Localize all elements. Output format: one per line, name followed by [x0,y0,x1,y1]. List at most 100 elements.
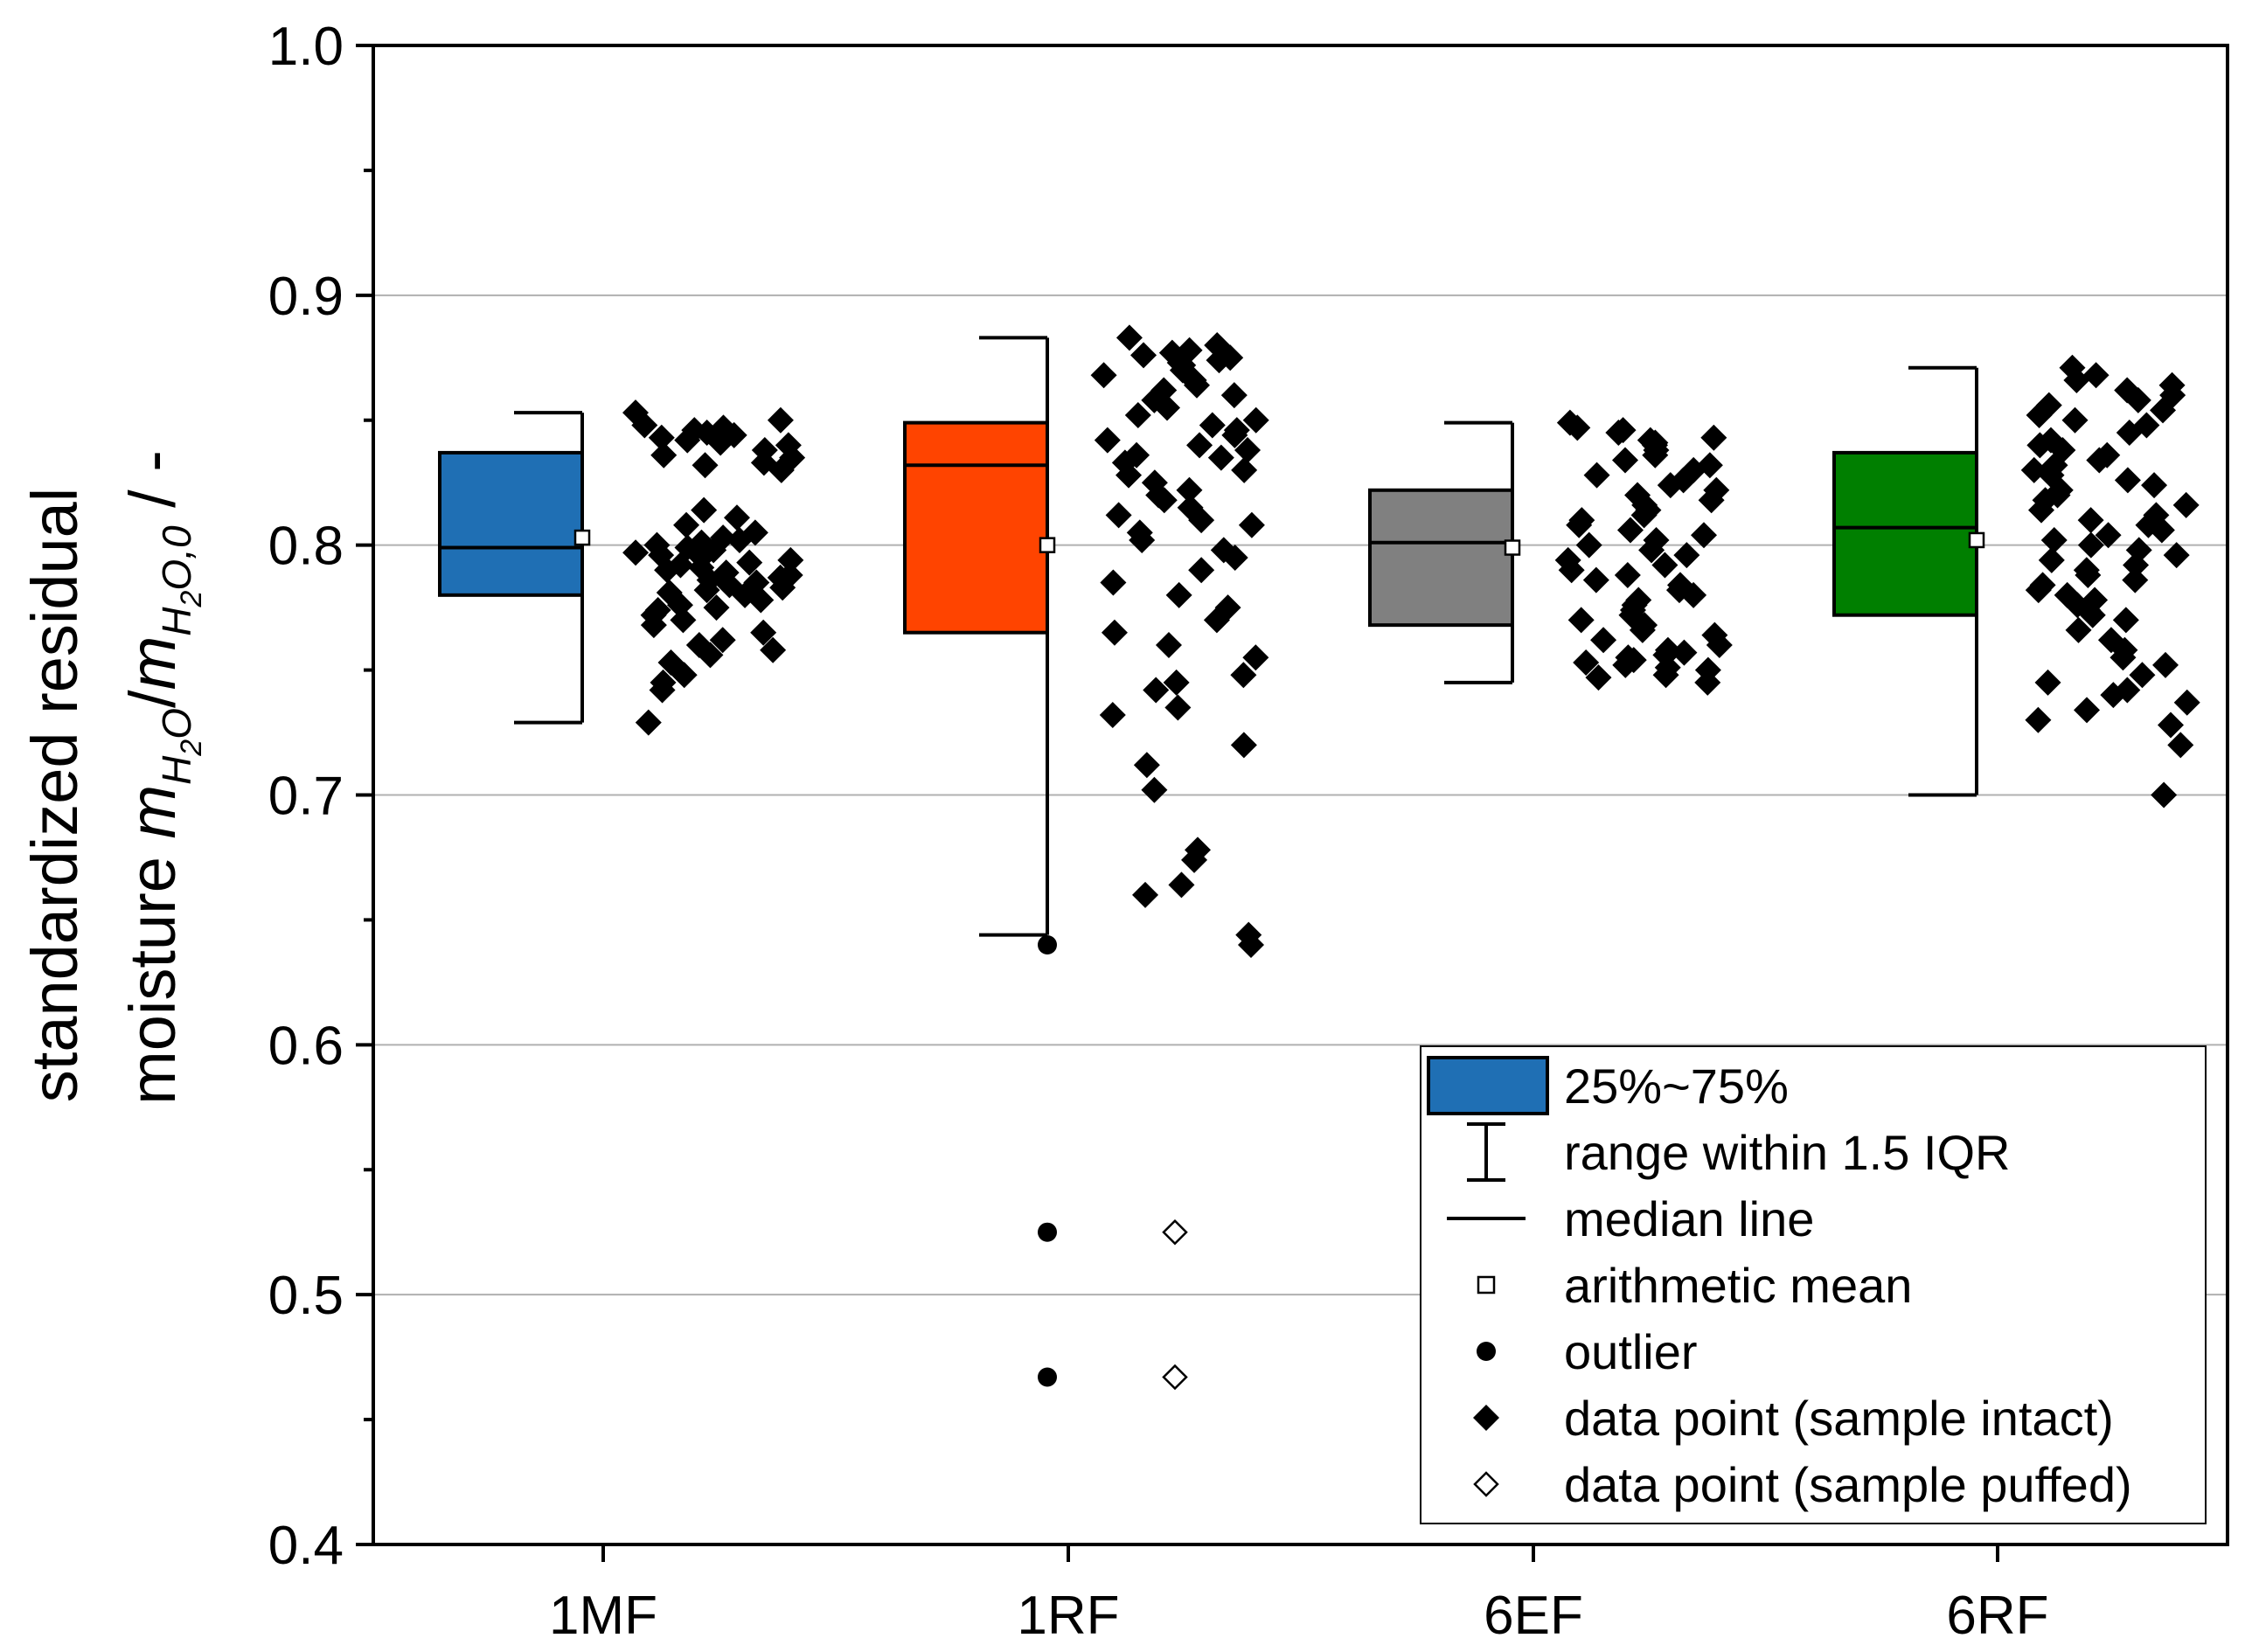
data-point-intact [2075,561,2102,588]
data-point-intact [1230,662,1257,689]
y-label-unit: / - [116,450,189,525]
data-point-intact [2100,682,2127,709]
data-point-intact [1238,511,1265,538]
data-point-intact [2173,689,2200,716]
y-axis-label-line2: moisture mH2O/mH2O,0 / - [116,450,208,1105]
y-tick-label: 0.8 [268,517,344,577]
data-point-intact [1165,581,1192,608]
data-point-intact [1181,846,1208,873]
data-point-intact [2114,467,2141,494]
data-point-intact [1642,441,1669,469]
data-point-intact [648,424,675,451]
y-axis-label-line1: standardized residual [18,488,91,1102]
data-point-intact [1141,776,1168,803]
data-point-intact [1698,487,1725,514]
legend-item: data point (sample puffed) [1473,1457,2132,1512]
data-point-intact [709,627,736,654]
data-point-intact [1652,662,1679,689]
data-point-intact [777,546,804,573]
data-point-intact [1673,542,1700,569]
data-point-intact [2026,402,2053,429]
mean-marker [1968,531,1985,549]
data-point-intact [2034,669,2061,696]
data-point-intact [768,456,795,483]
legend-mean-icon [1477,1275,1496,1295]
data-point-intact [2086,447,2113,474]
x-tick-label: 1MF [549,1586,657,1646]
data-point-intact [726,526,753,553]
box-1MF [438,411,591,725]
legend-label: arithmetic mean [1564,1258,1912,1313]
data-point-intact [1583,462,1610,489]
data-point-intact [2129,662,2156,689]
box-1RF [903,336,1057,1387]
mean-marker [1504,539,1521,556]
data-point-intact [1186,432,1213,459]
data-point-intact [1616,517,1644,544]
data-point-intact [1706,632,1733,658]
data-point-intact [2124,386,2151,413]
data-point-intact [697,642,724,669]
data-point-intact [670,607,697,634]
data-point-intact [1203,607,1230,634]
data-point-intact [1671,639,1698,666]
points-1MF [622,399,806,736]
data-point-intact [1129,526,1156,553]
legend-box-swatch [1427,1056,1549,1115]
data-point-intact [1680,581,1707,608]
data-point-intact [2027,496,2054,524]
legend-label: median line [1564,1191,1814,1246]
legend: 25%~75% range within 1.5 IQR median line ar… [1420,1045,2207,1524]
y-label-moisture: moisture [116,839,189,1105]
data-point-intact [673,511,700,538]
data-point-intact [674,427,701,454]
data-point-intact [692,452,719,479]
data-point-intact [2026,432,2054,459]
data-point-intact [1155,632,1182,658]
data-point-intact [1614,561,1641,588]
data-point-intact [2122,566,2149,593]
y-label-sub2-2: 2 [175,591,208,608]
data-point-intact [1090,362,1117,389]
box-6RF [1832,365,1985,797]
data-point-intact [2025,577,2052,604]
data-point-intact [1184,371,1211,399]
mean-marker [573,529,591,546]
x-axis: 1MF 1RF 6EF 6RF [549,1544,2049,1646]
data-point-intact [1694,669,1721,696]
legend-item: outlier [1477,1324,1698,1379]
legend-item: range within 1.5 IQR [1467,1122,2010,1182]
data-point-intact [671,662,698,689]
data-point-intact [1566,511,1593,538]
data-point-intact [1585,664,1612,691]
data-point-intact [1558,557,1585,584]
y-label-slash: / [116,690,189,708]
y-label-sub-h: H [154,755,199,785]
data-point-intact [1163,669,1190,696]
data-point-intact [1101,619,1128,646]
data-point-intact [693,577,720,604]
x-tick-label: 6EF [1484,1586,1583,1646]
data-point-intact [1206,347,1233,374]
data-point-intact [1234,437,1262,464]
data-point-intact [631,412,658,439]
data-point-intact [1176,476,1203,503]
data-point-intact [1105,502,1132,529]
x-tick-label: 1RF [1017,1586,1119,1646]
data-point-intact [622,539,650,566]
data-point-intact [1605,420,1632,447]
data-point-intact [2109,644,2137,671]
legend-item: 25%~75% [1427,1056,1789,1115]
data-point-intact [650,441,678,469]
data-point-intact [2025,706,2052,733]
points-6EF [1554,409,1733,696]
data-point-intact [1130,342,1157,369]
y-tick-label: 0.5 [268,1266,344,1326]
data-point-intact [640,612,667,639]
data-point-intact [1582,566,1609,593]
legend-label: data point (sample puffed) [1564,1457,2132,1512]
outlier-point [1038,935,1057,954]
data-point-intact [1116,324,1143,351]
y-tick-label: 0.4 [268,1516,344,1576]
data-point-intact [2151,781,2178,809]
